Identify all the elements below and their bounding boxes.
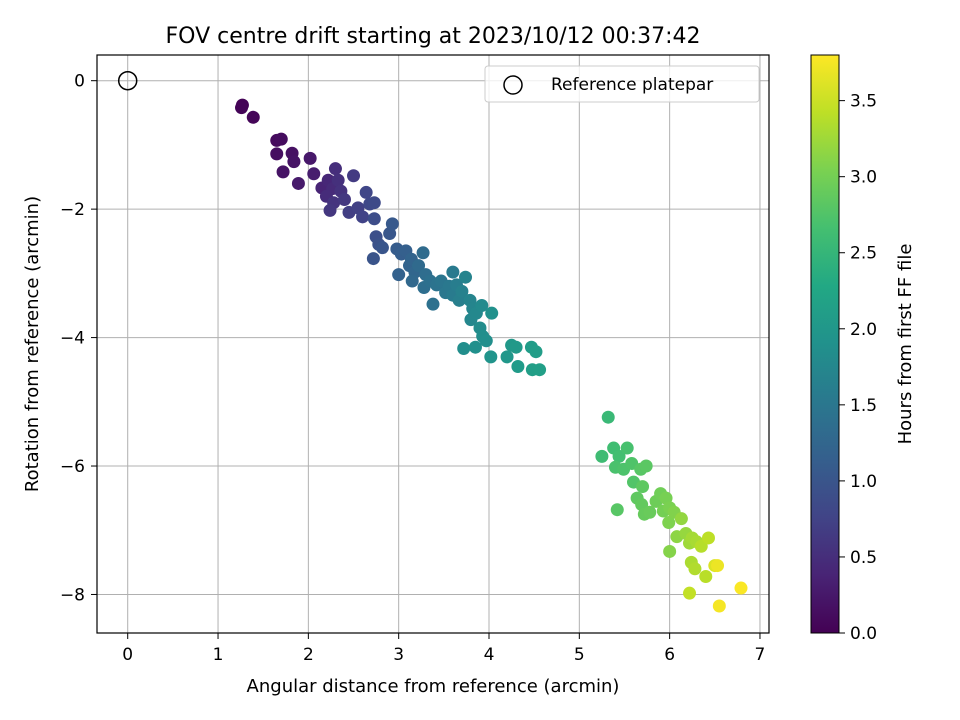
data-point xyxy=(246,110,260,124)
data-point xyxy=(533,363,547,377)
data-point xyxy=(446,265,460,279)
data-point xyxy=(734,581,748,595)
data-point xyxy=(485,306,499,320)
data-point xyxy=(688,562,702,576)
data-point xyxy=(662,516,676,530)
y-tick-label: −6 xyxy=(60,457,85,477)
x-axis-ticks: 0 1 2 3 4 5 6 7 xyxy=(122,633,765,665)
data-point xyxy=(468,340,482,354)
colorbar-ticks: 0.0 0.5 1.0 1.5 2.0 2.5 3.0 3.5 xyxy=(839,92,877,644)
x-tick-label: 4 xyxy=(484,645,495,665)
colorbar: 0.0 0.5 1.0 1.5 2.0 2.5 3.0 3.5 Hours from firs… xyxy=(810,54,916,644)
data-point xyxy=(457,341,471,355)
data-point xyxy=(416,246,430,260)
data-point xyxy=(601,410,615,424)
y-axis-label: Rotation from reference (arcmin) xyxy=(22,196,43,492)
data-point xyxy=(529,345,543,359)
colorbar-tick-label: 2.0 xyxy=(850,320,877,340)
x-tick-label: 6 xyxy=(664,645,675,665)
data-point xyxy=(359,185,373,199)
plot-frame xyxy=(96,54,770,634)
x-tick-label: 5 xyxy=(574,645,585,665)
data-point xyxy=(711,559,725,573)
data-point xyxy=(620,441,634,455)
data-point xyxy=(636,480,650,494)
x-tick-label: 2 xyxy=(303,645,314,665)
colorbar-tick-label: 1.5 xyxy=(850,396,877,416)
data-point xyxy=(367,196,381,210)
data-point xyxy=(276,165,290,179)
x-tick-label: 3 xyxy=(393,645,404,665)
data-point xyxy=(274,132,288,146)
x-tick-label: 7 xyxy=(755,645,766,665)
colorbar-tick-label: 1.0 xyxy=(850,472,877,492)
legend-entry-reference: Reference platepar xyxy=(551,75,713,95)
legend-marker-icon xyxy=(503,75,523,95)
data-point xyxy=(405,274,419,288)
data-point xyxy=(500,350,514,364)
data-point xyxy=(712,599,726,613)
data-point xyxy=(235,101,249,115)
data-point xyxy=(455,284,469,298)
data-point xyxy=(385,217,399,231)
data-point xyxy=(366,252,380,266)
data-point xyxy=(674,512,688,526)
data-point xyxy=(270,147,284,161)
data-point xyxy=(484,350,498,364)
data-point xyxy=(307,167,321,181)
data-point xyxy=(459,270,473,284)
data-point xyxy=(337,193,351,206)
reference-point-marker xyxy=(117,70,138,91)
legend: Reference platepar xyxy=(484,65,760,103)
data-point xyxy=(509,340,523,354)
data-point xyxy=(356,210,370,224)
y-tick-label: 0 xyxy=(74,72,85,92)
colorbar-gradient xyxy=(810,54,840,634)
data-point xyxy=(701,531,715,545)
data-point xyxy=(595,449,609,463)
data-point xyxy=(612,449,626,463)
colorbar-tick-label: 2.5 xyxy=(850,244,877,264)
y-tick-label: −4 xyxy=(60,329,85,349)
data-point xyxy=(375,241,389,255)
data-point xyxy=(511,359,525,373)
data-points xyxy=(235,98,748,613)
data-point xyxy=(367,212,381,226)
data-point xyxy=(426,297,440,311)
y-axis-ticks: 0 −2 −4 −6 −8 xyxy=(60,72,97,605)
chart-title: FOV centre drift starting at 2023/10/12 … xyxy=(166,24,701,49)
data-point xyxy=(663,544,677,558)
data-point xyxy=(331,173,345,187)
data-point xyxy=(347,169,361,183)
data-point xyxy=(392,268,406,282)
data-point xyxy=(610,503,624,517)
colorbar-tick-label: 3.0 xyxy=(850,168,877,188)
data-point xyxy=(328,162,342,176)
data-point xyxy=(683,586,697,600)
data-point xyxy=(323,203,337,217)
data-point xyxy=(287,155,301,169)
y-tick-label: −2 xyxy=(60,200,85,220)
data-point xyxy=(699,569,713,583)
data-point xyxy=(479,334,493,348)
colorbar-tick-label: 3.5 xyxy=(850,92,877,112)
data-point xyxy=(291,176,305,190)
colorbar-label: Hours from first FF file xyxy=(895,244,916,445)
legend-box xyxy=(484,65,760,103)
x-axis-label: Angular distance from reference (arcmin) xyxy=(247,676,620,697)
x-tick-label: 1 xyxy=(213,645,224,665)
colorbar-tick-label: 0.5 xyxy=(850,548,877,568)
y-tick-label: −8 xyxy=(60,585,85,605)
data-point xyxy=(643,505,657,519)
data-point xyxy=(303,151,317,165)
data-point xyxy=(639,459,653,473)
colorbar-tick-label: 0.0 xyxy=(850,624,877,644)
data-point xyxy=(412,259,426,273)
data-point xyxy=(475,298,489,312)
x-tick-label: 0 xyxy=(122,645,133,665)
